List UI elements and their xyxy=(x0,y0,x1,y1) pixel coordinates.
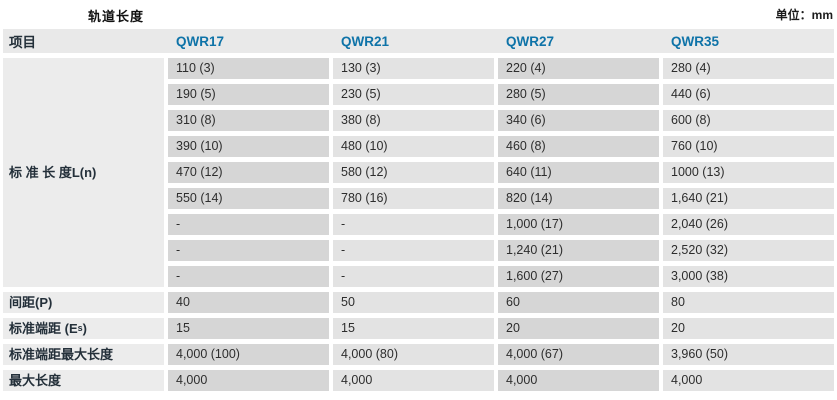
standard-length-cell: 460 (8) xyxy=(498,136,659,157)
rail-length-table: 项目 QWR17 QWR21 QWR27 QWR35 标 准 长 度L(n) 11… xyxy=(3,29,834,391)
standard-length-cell: - xyxy=(333,240,494,261)
spec-value-cell: 80 xyxy=(663,292,834,313)
standard-length-cell: 780 (16) xyxy=(333,188,494,209)
spec-value-cell: 20 xyxy=(498,318,659,339)
column-header-qwr27: QWR27 xyxy=(506,33,555,49)
spec-value-cell: 4,000 xyxy=(498,370,659,391)
spec-row-label: 间距(P) xyxy=(3,292,164,313)
standard-length-cell: 310 (8) xyxy=(168,110,329,131)
standard-length-cell: 1000 (13) xyxy=(663,162,834,183)
spec-value-cell: 15 xyxy=(333,318,494,339)
standard-length-cell: 640 (11) xyxy=(498,162,659,183)
spec-value-cell: 40 xyxy=(168,292,329,313)
spec-value-cell: 4,000 xyxy=(663,370,834,391)
spec-value-cell: 60 xyxy=(498,292,659,313)
standard-length-cell: - xyxy=(168,266,329,287)
spec-row-label: 最大长度 xyxy=(3,370,164,391)
standard-length-cell: - xyxy=(333,214,494,235)
standard-length-cell: - xyxy=(333,266,494,287)
spec-value-cell: 3,960 (50) xyxy=(663,344,834,365)
spec-value-cell: 4,000 (100) xyxy=(168,344,329,365)
standard-length-cell: 340 (6) xyxy=(498,110,659,131)
spec-row-label: 标准端距最大长度 xyxy=(3,344,164,365)
table-body: 标 准 长 度L(n) 110 (3) 130 (3) 220 (4) 280 (4) 1… xyxy=(3,58,834,391)
table-header-row: 项目 QWR17 QWR21 QWR27 QWR35 xyxy=(3,29,834,53)
standard-length-cell: 2,040 (26) xyxy=(663,214,834,235)
standard-length-cell: 440 (6) xyxy=(663,84,834,105)
spec-value-cell: 4,000 (67) xyxy=(498,344,659,365)
spec-value-cell: 15 xyxy=(168,318,329,339)
standard-length-cell: - xyxy=(168,240,329,261)
spec-row-label: 标准端距 (E s) xyxy=(3,318,164,339)
spec-value-cell: 4,000 (80) xyxy=(333,344,494,365)
spec-value-cell: 20 xyxy=(663,318,834,339)
column-header-qwr21: QWR21 xyxy=(341,33,390,49)
standard-length-cell: 600 (8) xyxy=(663,110,834,131)
item-column-header: 项目 xyxy=(9,35,36,50)
spec-value-cell: 4,000 xyxy=(168,370,329,391)
standard-length-cell: 550 (14) xyxy=(168,188,329,209)
standard-length-cell: 280 (5) xyxy=(498,84,659,105)
spec-value-cell: 50 xyxy=(333,292,494,313)
standard-length-cell: 380 (8) xyxy=(333,110,494,131)
standard-length-cell: 190 (5) xyxy=(168,84,329,105)
unit-note: 单位：mm xyxy=(775,8,833,22)
standard-length-cell: 280 (4) xyxy=(663,58,834,79)
column-header-qwr17: QWR17 xyxy=(176,33,225,49)
standard-length-cell: 230 (5) xyxy=(333,84,494,105)
standard-length-cell: 480 (10) xyxy=(333,136,494,157)
standard-length-cell: 1,000 (17) xyxy=(498,214,659,235)
column-header-qwr35: QWR35 xyxy=(671,33,720,49)
standard-length-cell: 3,000 (38) xyxy=(663,266,834,287)
standard-length-cell: 470 (12) xyxy=(168,162,329,183)
standard-length-cell: 220 (4) xyxy=(498,58,659,79)
page-title: 轨道长度 xyxy=(88,9,145,24)
standard-length-cell: 1,240 (21) xyxy=(498,240,659,261)
standard-length-cell: 1,600 (27) xyxy=(498,266,659,287)
standard-length-cell: 1,640 (21) xyxy=(663,188,834,209)
standard-length-cell: 390 (10) xyxy=(168,136,329,157)
standard-length-cell: 580 (12) xyxy=(333,162,494,183)
standard-length-cell: 130 (3) xyxy=(333,58,494,79)
standard-length-cell: 110 (3) xyxy=(168,58,329,79)
standard-length-cell: 760 (10) xyxy=(663,136,834,157)
standard-length-cell: 2,520 (32) xyxy=(663,240,834,261)
standard-length-cell: - xyxy=(168,214,329,235)
standard-length-cell: 820 (14) xyxy=(498,188,659,209)
spec-value-cell: 4,000 xyxy=(333,370,494,391)
standard-length-row-label: 标 准 长 度L(n) xyxy=(3,58,164,287)
top-bar: 轨道长度 单位：mm xyxy=(0,0,837,29)
